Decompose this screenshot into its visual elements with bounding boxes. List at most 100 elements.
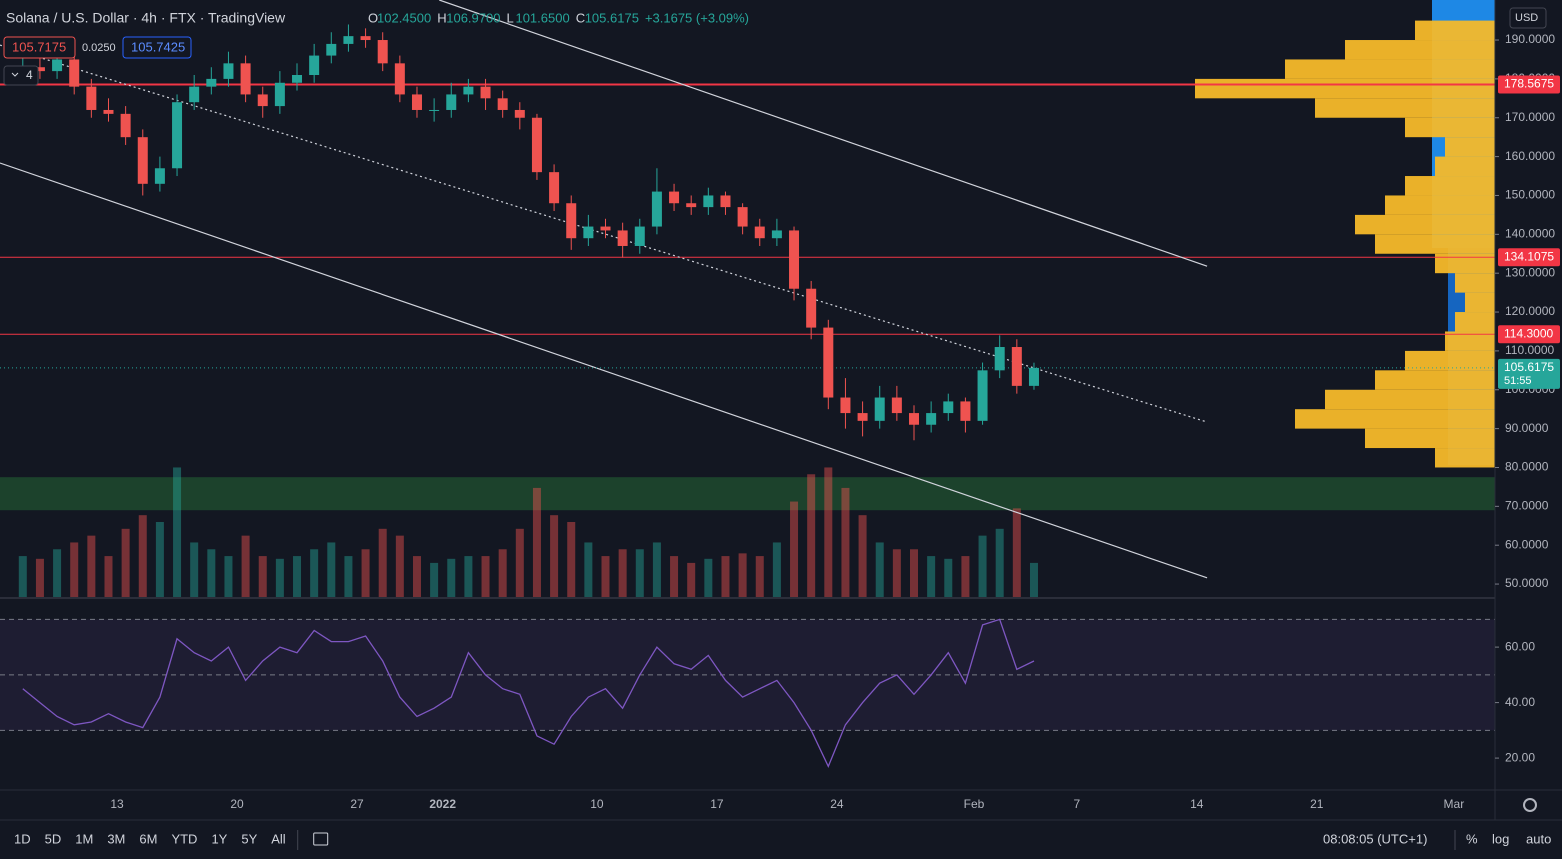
candle-body — [583, 226, 594, 239]
candle-body — [857, 413, 868, 421]
range-button[interactable]: 1M — [75, 831, 93, 846]
auto-toggle[interactable]: auto — [1526, 831, 1551, 846]
candle-body — [309, 55, 320, 75]
range-button[interactable]: YTD — [171, 831, 197, 846]
ohlc-value: 102.4500 — [377, 10, 431, 25]
candle-body — [377, 40, 388, 64]
indicator-count[interactable]: 4 — [26, 68, 33, 82]
currency-box[interactable] — [1509, 7, 1547, 29]
candle-body — [429, 109, 440, 111]
range-button[interactable]: 5Y — [241, 831, 257, 846]
buy-price[interactable]: 105.7425 — [131, 39, 185, 54]
y-tick-label: 190.0000 — [1505, 32, 1555, 46]
range-button[interactable]: All — [271, 831, 286, 846]
ohlc-change: +3.1675 (+3.09%) — [645, 10, 749, 25]
volume-bar — [361, 549, 370, 597]
candle-body — [771, 230, 782, 239]
range-button[interactable]: 5D — [45, 831, 62, 846]
profile-bar — [1435, 448, 1495, 468]
buy-box[interactable] — [122, 36, 192, 59]
price-label-bg — [1498, 248, 1560, 267]
volume-bar — [858, 515, 867, 597]
y-tick-label: 60.00 — [1505, 639, 1535, 653]
volume-bar — [875, 542, 884, 597]
volume-bar — [430, 562, 439, 597]
candle-body — [909, 413, 920, 425]
sell-price[interactable]: 105.7175 — [12, 39, 66, 54]
candle-body — [411, 94, 422, 110]
candle-body — [549, 172, 560, 204]
candle-body — [1011, 347, 1022, 386]
x-tick-label: 13 — [110, 797, 124, 811]
x-tick-label: 2022 — [429, 797, 456, 811]
price-label: 178.5675 — [1504, 77, 1554, 91]
profile-bar — [1465, 292, 1495, 313]
volume-bar — [70, 542, 79, 597]
volume-bar — [447, 558, 456, 597]
volume-bar — [635, 549, 644, 597]
price-axis — [1495, 0, 1562, 820]
indicator-toggle[interactable] — [3, 65, 39, 86]
volume-bar — [207, 549, 216, 597]
range-button[interactable]: 1D — [14, 831, 31, 846]
candle-body — [703, 195, 714, 208]
profile-bar — [1295, 409, 1495, 429]
candle-body — [223, 63, 234, 79]
trend-line — [0, 44, 1208, 423]
volume-bar — [978, 535, 987, 597]
volume-bar — [87, 535, 96, 597]
volume-bar — [824, 467, 833, 597]
trend-line — [439, 0, 1208, 267]
ohlc-value: 105.6175 — [585, 10, 639, 25]
volume-bar — [807, 474, 816, 597]
compare-icon[interactable] — [313, 832, 329, 846]
candle-body — [394, 63, 405, 95]
candle-body — [480, 86, 491, 99]
price-label-bg — [1498, 75, 1560, 94]
volume-bar — [652, 542, 661, 597]
profile-bar — [1455, 273, 1495, 293]
candle-body — [840, 397, 851, 414]
x-tick-label: Feb — [964, 797, 985, 811]
volume-bar — [532, 487, 541, 597]
volume-bar — [395, 535, 404, 597]
candle-body — [34, 67, 45, 72]
volume-bar — [944, 558, 953, 597]
volume-bar — [1029, 562, 1038, 597]
volume-bar — [961, 556, 970, 597]
price-label-bg — [1498, 325, 1560, 344]
percent-toggle[interactable]: % — [1466, 831, 1478, 846]
volume-bar — [258, 556, 267, 597]
settings-icon[interactable] — [1523, 798, 1537, 812]
range-button[interactable]: 6M — [139, 831, 157, 846]
candle-body — [69, 59, 80, 87]
profile-bar — [1445, 331, 1495, 351]
volume-bar — [121, 528, 130, 597]
profile-bar — [1285, 59, 1495, 79]
candle-body — [891, 397, 902, 414]
volume-bar — [550, 515, 559, 597]
profile-bar — [1455, 312, 1495, 332]
candle-body — [651, 191, 662, 227]
profile-bar — [1405, 350, 1495, 371]
x-tick-label: 21 — [1310, 797, 1324, 811]
range-button[interactable]: 1Y — [211, 831, 227, 846]
y-tick-label: 20.00 — [1505, 750, 1535, 764]
log-toggle[interactable]: log — [1492, 831, 1509, 846]
volume-bar — [481, 556, 490, 597]
candle-body — [566, 203, 577, 239]
sell-box[interactable] — [3, 36, 76, 59]
chart-title: Solana / U.S. Dollar · 4h · FTX · Tradin… — [6, 10, 286, 26]
y-tick-label: 60.0000 — [1505, 537, 1549, 551]
chevron[interactable] — [11, 72, 19, 77]
current-price-bg — [1498, 358, 1560, 389]
currency[interactable]: USD — [1515, 12, 1538, 24]
volume-bar — [293, 556, 302, 597]
volume-bar — [738, 553, 747, 597]
candle-body — [52, 59, 63, 72]
candle-body — [960, 401, 971, 421]
range-button[interactable]: 3M — [107, 831, 125, 846]
price-label: 114.3000 — [1504, 326, 1553, 340]
volume-bar — [687, 562, 696, 597]
